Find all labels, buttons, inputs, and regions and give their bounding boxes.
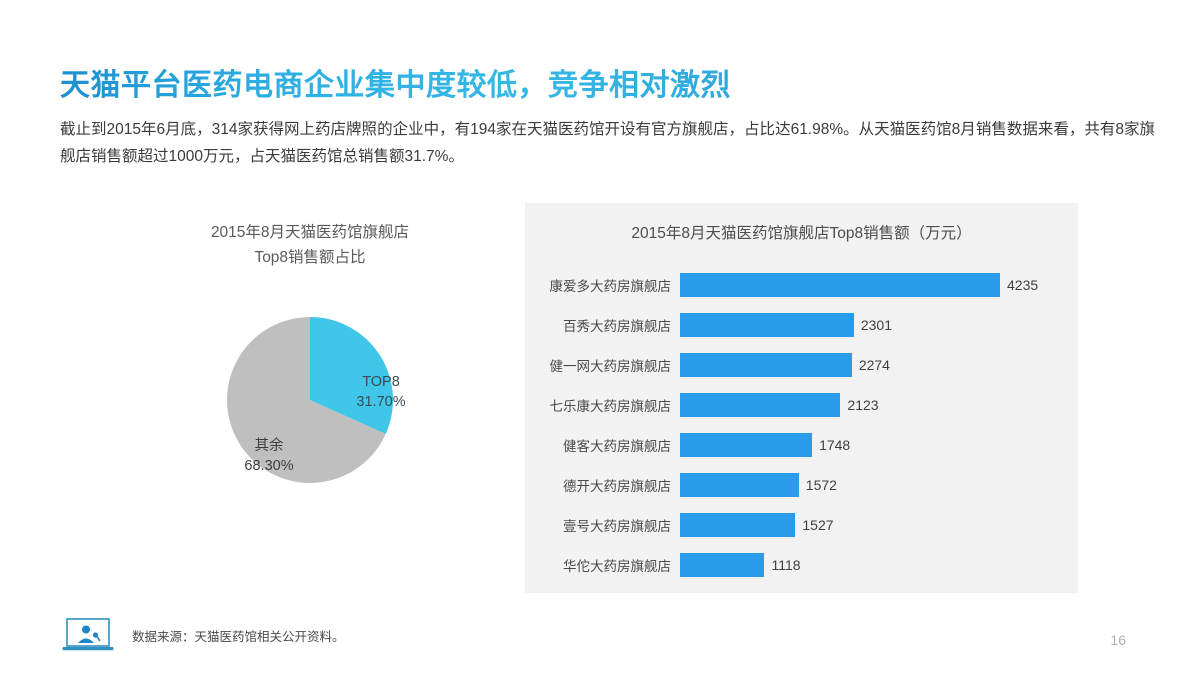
bar-row: 健客大药房旗舰店 1748 bbox=[525, 425, 1078, 465]
bar-track: 2274 bbox=[680, 345, 1078, 385]
bar-row: 百秀大药房旗舰店 2301 bbox=[525, 305, 1078, 345]
bar-track: 1748 bbox=[680, 425, 1078, 465]
bar-row: 七乐康大药房旗舰店 2123 bbox=[525, 385, 1078, 425]
page-number: 16 bbox=[1110, 632, 1126, 648]
bar-track: 4235 bbox=[680, 265, 1078, 305]
bar-fill bbox=[680, 513, 796, 537]
bar-chart-rows: 康爱多大药房旗舰店 4235 百秀大药房旗舰店 2301 健一网大药房旗舰店 2274 七乐… bbox=[525, 265, 1078, 585]
slide-body-text: 截止到2015年6月底，314家获得网上药店牌照的企业中，有194家在天猫医药馆… bbox=[60, 120, 1155, 165]
bar-row: 康爱多大药房旗舰店 4235 bbox=[525, 265, 1078, 305]
bar-value-label: 1118 bbox=[771, 557, 801, 573]
bar-fill bbox=[680, 473, 799, 497]
bar-row: 壹号大药房旗舰店 1527 bbox=[525, 505, 1078, 545]
bar-chart-title: 2015年8月天猫医药馆旗舰店Top8销售额（万元） bbox=[631, 225, 972, 242]
bar-category-label: 壹号大药房旗舰店 bbox=[563, 519, 671, 534]
bar-category-label: 康爱多大药房旗舰店 bbox=[549, 279, 672, 294]
page-title: 天猫平台医药电商企业集中度较低，竞争相对激烈 bbox=[60, 60, 731, 104]
pie-slice-top8 bbox=[310, 317, 393, 434]
left-edge-accent bbox=[0, 0, 6, 675]
bar-value-label: 2274 bbox=[858, 357, 890, 373]
pie-chart-block: 2015年8月天猫医药馆旗舰店 Top8销售额占比 TOP8 31.70% 其余… bbox=[140, 220, 480, 570]
laptop-analyst-icon bbox=[62, 618, 114, 651]
bar-category-label: 华佗大药房旗舰店 bbox=[563, 559, 671, 574]
bar-category-label: 德开大药房旗舰店 bbox=[563, 479, 671, 494]
bar-fill bbox=[680, 313, 854, 337]
bar-value-label: 1572 bbox=[805, 477, 837, 493]
bar-track: 1572 bbox=[680, 465, 1078, 505]
bar-track: 1527 bbox=[680, 505, 1078, 545]
bar-category-label: 健一网大药房旗舰店 bbox=[549, 359, 672, 374]
pie-title-line-2: Top8销售额占比 bbox=[254, 249, 366, 266]
bar-track: 2123 bbox=[680, 385, 1078, 425]
bar-row: 健一网大药房旗舰店 2274 bbox=[525, 345, 1078, 385]
pie-chart-graphic bbox=[226, 316, 394, 484]
pie-slice-rest bbox=[226, 317, 386, 483]
bar-value-label: 2123 bbox=[847, 397, 879, 413]
bar-track: 2301 bbox=[680, 305, 1078, 345]
bar-fill bbox=[680, 273, 1000, 297]
bar-category-label: 健客大药房旗舰店 bbox=[563, 439, 671, 454]
bar-fill bbox=[680, 433, 813, 457]
bar-value-label: 1527 bbox=[802, 517, 834, 533]
bar-fill bbox=[680, 553, 765, 577]
bar-chart-panel: 2015年8月天猫医药馆旗舰店Top8销售额（万元） 康爱多大药房旗舰店 4235… bbox=[525, 203, 1078, 593]
footer: 数据来源：天猫医药馆相关公开资料。 bbox=[62, 616, 345, 654]
bar-value-label: 2301 bbox=[860, 317, 893, 333]
pie-chart-title: 2015年8月天猫医药馆旗舰店 Top8销售额占比 bbox=[140, 220, 480, 270]
bar-category-label: 七乐康大药房旗舰店 bbox=[549, 399, 672, 414]
pie-title-line-1: 2015年8月天猫医药馆旗舰店 bbox=[210, 224, 410, 241]
bar-fill bbox=[680, 393, 841, 417]
bar-fill bbox=[680, 353, 852, 377]
bar-row: 德开大药房旗舰店 1572 bbox=[525, 465, 1078, 505]
footer-source-text: 数据来源：天猫医药馆相关公开资料。 bbox=[132, 629, 345, 644]
bar-value-label: 1748 bbox=[819, 437, 851, 453]
bar-row: 华佗大药房旗舰店 1118 bbox=[525, 545, 1078, 585]
bar-category-label: 百秀大药房旗舰店 bbox=[563, 319, 671, 334]
pie-svg bbox=[226, 317, 393, 483]
bar-value-label: 4235 bbox=[1007, 277, 1039, 293]
bar-track: 1118 bbox=[680, 545, 1078, 585]
